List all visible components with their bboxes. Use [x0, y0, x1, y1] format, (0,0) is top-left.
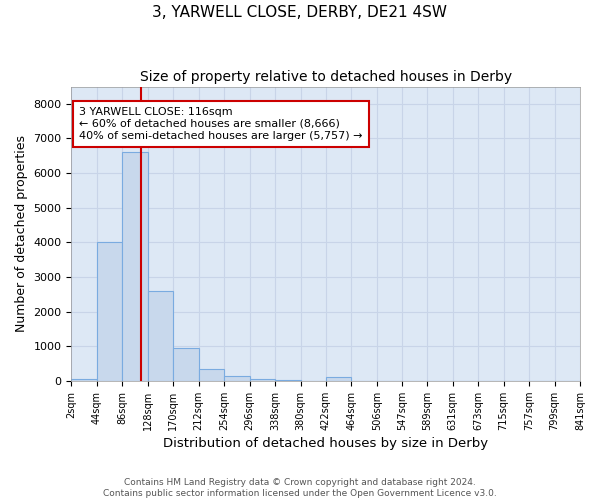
Bar	[326, 378, 352, 381]
Text: 3, YARWELL CLOSE, DERBY, DE21 4SW: 3, YARWELL CLOSE, DERBY, DE21 4SW	[152, 5, 448, 20]
Title: Size of property relative to detached houses in Derby: Size of property relative to detached ho…	[140, 70, 512, 84]
Text: Contains HM Land Registry data © Crown copyright and database right 2024.
Contai: Contains HM Land Registry data © Crown c…	[103, 478, 497, 498]
Bar	[224, 376, 250, 381]
Bar	[199, 370, 224, 381]
Bar	[250, 379, 275, 381]
Y-axis label: Number of detached properties: Number of detached properties	[15, 135, 28, 332]
Bar	[148, 291, 173, 381]
Bar	[122, 152, 148, 381]
Bar	[173, 348, 199, 381]
Bar	[97, 242, 122, 381]
Text: 3 YARWELL CLOSE: 116sqm
← 60% of detached houses are smaller (8,666)
40% of semi: 3 YARWELL CLOSE: 116sqm ← 60% of detache…	[79, 108, 363, 140]
Bar	[71, 379, 97, 381]
X-axis label: Distribution of detached houses by size in Derby: Distribution of detached houses by size …	[163, 437, 488, 450]
